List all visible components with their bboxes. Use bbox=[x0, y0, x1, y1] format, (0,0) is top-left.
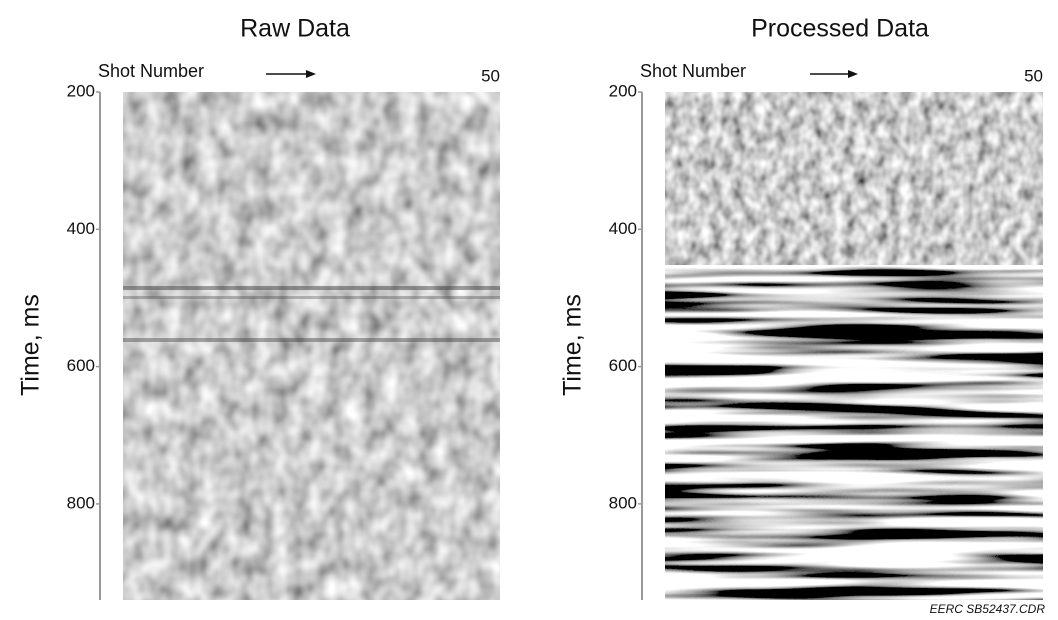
chart-title: Processed Data bbox=[751, 15, 929, 43]
raw-reflector bbox=[123, 338, 500, 342]
x-axis-label: Shot Number bbox=[98, 61, 204, 81]
x-arrow-head bbox=[848, 70, 858, 78]
x-tick-label: 50 bbox=[481, 66, 500, 85]
x-arrow-head bbox=[306, 70, 316, 78]
y-axis-label: Time, ms bbox=[17, 294, 45, 396]
x-tick-label: 50 bbox=[1024, 66, 1043, 85]
y-tick-label: 400 bbox=[67, 219, 95, 238]
x-axis-label: Shot Number bbox=[640, 61, 746, 81]
y-tick-label: 600 bbox=[67, 356, 95, 375]
footer: EERC SB52437.CDR bbox=[930, 602, 1046, 616]
y-tick-label: 600 bbox=[609, 356, 637, 375]
raw-seismic-image bbox=[123, 92, 500, 600]
raw-reflector bbox=[123, 286, 500, 290]
y-tick-label: 200 bbox=[609, 81, 637, 100]
chart-title: Raw Data bbox=[240, 15, 350, 43]
y-tick-label: 400 bbox=[609, 219, 637, 238]
processed-bands-image bbox=[665, 265, 1043, 600]
y-tick-label: 200 bbox=[67, 81, 95, 100]
y-axis-label: Time, ms bbox=[559, 294, 587, 396]
y-tick-label: 800 bbox=[67, 493, 95, 512]
y-tick-label: 800 bbox=[609, 493, 637, 512]
processed-noise-image bbox=[665, 92, 1043, 266]
raw-reflector bbox=[123, 296, 500, 299]
